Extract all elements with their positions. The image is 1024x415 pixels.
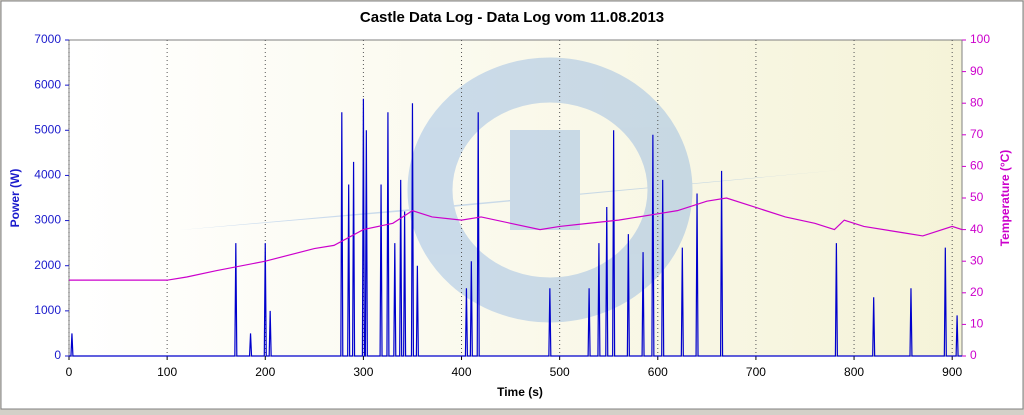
x-tick-label: 0 — [66, 365, 73, 379]
y2-tick-label: 20 — [970, 285, 984, 299]
y2-tick-label: 0 — [970, 348, 977, 362]
y-axis-label: Power (W) — [8, 169, 22, 228]
y2-tick-label: 60 — [970, 159, 984, 173]
x-tick-label: 700 — [746, 365, 766, 379]
plot-area — [68, 39, 963, 357]
y-tick-label: 0 — [54, 348, 61, 362]
series-line — [69, 197, 963, 281]
chart-title: Castle Data Log - Data Log vom 11.08.201… — [360, 9, 664, 26]
y2-tick-label: 10 — [970, 317, 984, 331]
x-axis-label: Time (s) — [497, 385, 543, 399]
y-tick-label: 6000 — [34, 77, 61, 91]
y-tick-label: 7000 — [34, 32, 61, 46]
x-tick-label: 300 — [353, 365, 373, 379]
x-tick-label: 600 — [648, 365, 668, 379]
y2-tick-label: 80 — [970, 95, 984, 109]
x-tick-label: 800 — [844, 365, 864, 379]
y-tick-label: 4000 — [34, 168, 61, 182]
x-tick-label: 200 — [255, 365, 275, 379]
y2-tick-label: 100 — [970, 32, 990, 46]
y-tick-label: 5000 — [34, 122, 61, 136]
y-tick-label: 3000 — [34, 213, 61, 227]
y-tick-label: 1000 — [34, 303, 61, 317]
y2-tick-label: 90 — [970, 64, 984, 78]
series-line — [69, 98, 962, 357]
y2-tick-label: 30 — [970, 253, 984, 267]
x-tick-label: 400 — [452, 365, 472, 379]
y2-tick-label: 40 — [970, 222, 984, 236]
y2-tick-label: 50 — [970, 190, 984, 204]
y2-tick-label: 70 — [970, 127, 984, 141]
y2-axis-label: Temperature (°C) — [998, 150, 1012, 247]
y-tick-label: 2000 — [34, 258, 61, 272]
watermark — [180, 57, 840, 323]
x-tick-label: 500 — [550, 365, 570, 379]
x-tick-label: 900 — [942, 365, 962, 379]
x-tick-label: 100 — [157, 365, 177, 379]
